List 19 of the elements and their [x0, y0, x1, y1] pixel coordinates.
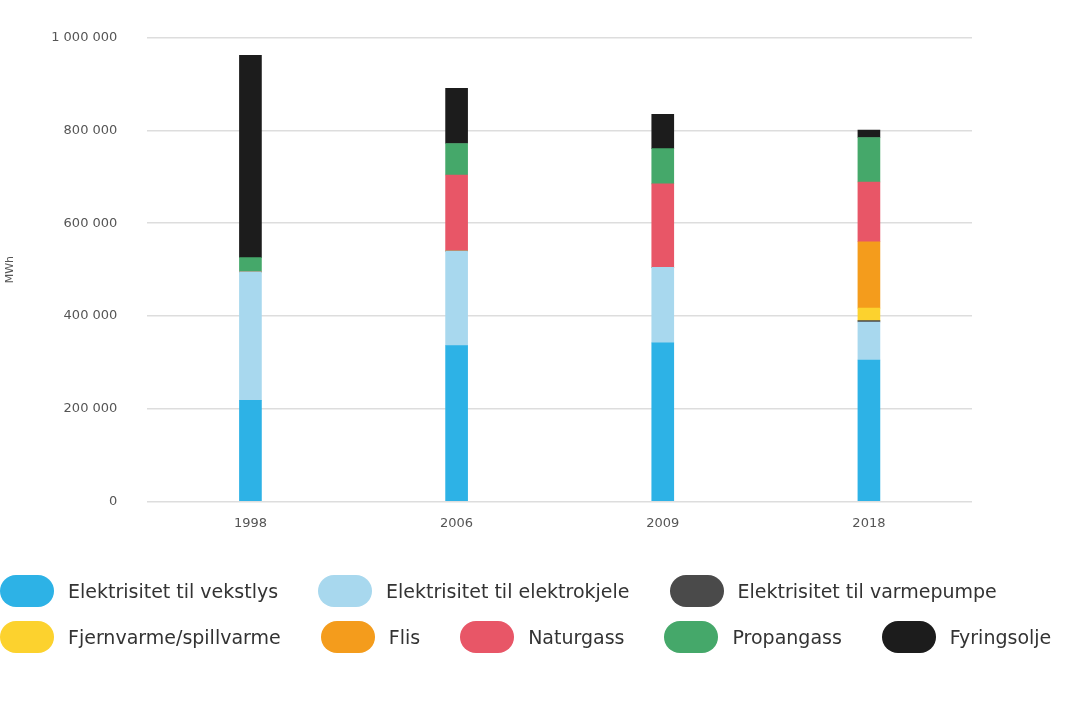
- y-tick-label: 1 000 000: [51, 29, 118, 45]
- legend-label: Fyringsolje: [949, 626, 1052, 648]
- y-tick-label: 800 000: [63, 121, 118, 137]
- y-axis-title: MWh: [3, 255, 17, 284]
- legend-label: Elektrisitet til elektrokjele: [386, 580, 630, 602]
- x-tick-label: 2006: [440, 514, 474, 530]
- legend-label: Fjernvarme/spillvarme: [68, 626, 281, 648]
- legend-label: Elektrisitet til varmepumpe: [737, 580, 997, 602]
- legend-label: Naturgass: [528, 626, 625, 648]
- y-tick-label: 0: [109, 492, 118, 508]
- legend-label: Flis: [388, 626, 421, 648]
- y-tick-label: 200 000: [63, 400, 118, 416]
- legend-label: Propangass: [732, 626, 842, 648]
- x-tick-label: 2018: [852, 514, 886, 530]
- legend-label: Elektrisitet til vekstlys: [68, 580, 279, 602]
- x-tick-label: 1998: [233, 514, 267, 530]
- x-tick-label: 2009: [646, 514, 680, 530]
- y-tick-label: 600 000: [63, 214, 118, 230]
- y-tick-label: 400 000: [63, 307, 118, 323]
